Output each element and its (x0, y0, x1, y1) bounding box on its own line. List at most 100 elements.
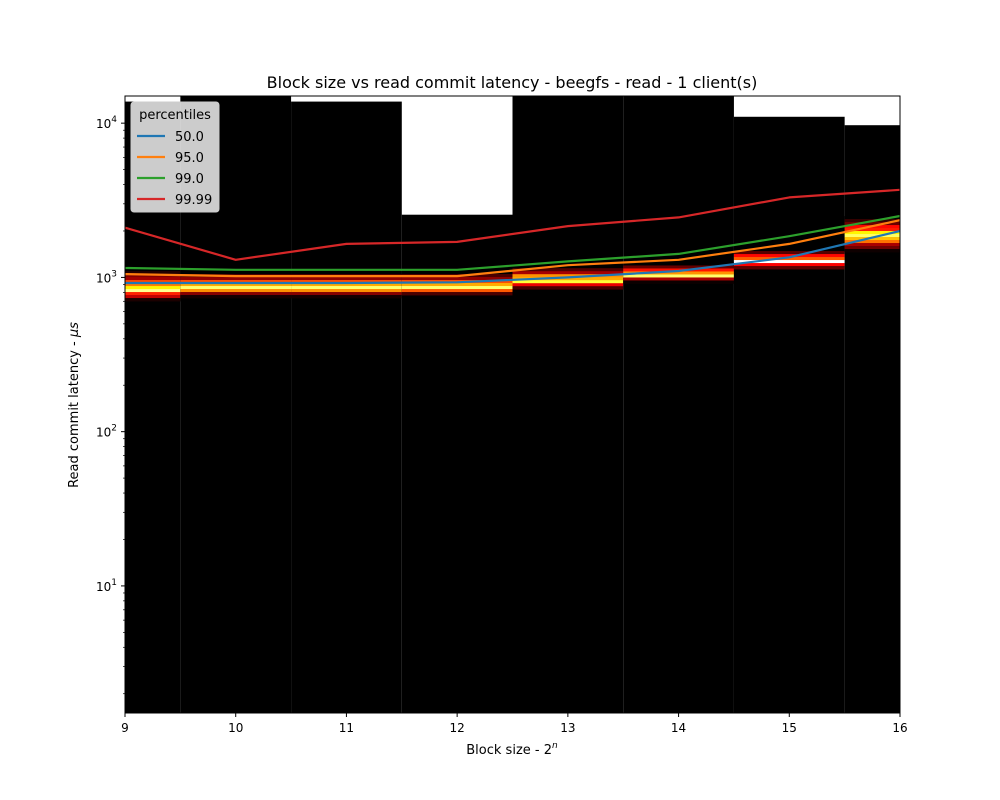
heatmap-band (512, 265, 624, 290)
heatmap-cell (125, 286, 181, 290)
x-tick-label: 12 (450, 721, 465, 735)
heatmap-cell (291, 283, 402, 287)
x-tick-label: 16 (892, 721, 907, 735)
heatmap-cell (401, 292, 513, 296)
heatmap-cell (291, 277, 402, 281)
y-axis-label-text: Read commit latency - (67, 337, 82, 488)
heatmap-cell (733, 248, 845, 252)
heatmap-cell (844, 231, 900, 235)
heatmap-column (512, 96, 624, 713)
heatmap-column (401, 214, 513, 713)
heatmap-cell (623, 277, 734, 281)
heatmap-cell (733, 251, 845, 255)
heatmap-cell (401, 283, 513, 287)
heatmap-layer (125, 96, 900, 714)
heatmap-cell (401, 286, 513, 290)
legend-label: 99.0 (175, 172, 204, 187)
heatmap-column (623, 96, 734, 713)
heatmap-cell (623, 274, 734, 278)
heatmap-cell (401, 271, 513, 275)
heatmap-cell (291, 280, 402, 284)
heatmap-cell (512, 274, 624, 278)
heatmap-cell (844, 240, 900, 244)
heatmap-cell (180, 280, 292, 284)
legend-box (130, 101, 220, 213)
heatmap-cell (125, 280, 181, 284)
heatmap-cell (180, 295, 292, 299)
chart-title: Block size vs read commit latency - beeg… (267, 73, 758, 92)
legend-label: 95.0 (175, 151, 204, 166)
y-axis: 101 102 103 104 (96, 115, 125, 695)
y-axis-label-unit: μs (67, 322, 82, 338)
heatmap-cell (291, 271, 402, 275)
y-tick-label: 101 (96, 578, 117, 594)
heatmap-cell (733, 260, 845, 264)
heatmap-column (291, 101, 402, 714)
heatmap-cell (180, 277, 292, 281)
heatmap-cell (844, 243, 900, 247)
y-tick-label: 102 (96, 424, 117, 440)
heatmap-cell (291, 286, 402, 290)
heatmap-cell (623, 265, 734, 269)
heatmap-cell (180, 292, 292, 296)
x-axis: 9 10 11 12 13 14 15 16 (121, 713, 908, 735)
heatmap-cell (512, 286, 624, 290)
x-axis-label-exponent: n (552, 741, 558, 751)
heatmap-cell (844, 228, 900, 232)
heatmap-cell (125, 295, 181, 299)
heatmap-cell (844, 237, 900, 241)
heatmap-cell (844, 222, 900, 226)
heatmap-cell (512, 268, 624, 272)
heatmap-cell (125, 289, 181, 293)
x-tick-label: 10 (228, 721, 243, 735)
heatmap-cell (180, 283, 292, 287)
series-line-99-0 (124, 214, 901, 271)
heatmap-cell (733, 266, 845, 270)
heatmap-cell (125, 274, 181, 278)
series-line-95-0 (124, 219, 901, 278)
heatmap-band (125, 268, 181, 302)
y-axis-label: Read commit latency - μs (67, 322, 82, 488)
x-tick-label: 11 (339, 721, 354, 735)
heatmap-cell (733, 254, 845, 258)
heatmap-cell (623, 262, 734, 266)
heatmap-cell (623, 271, 734, 275)
heatmap-cell (180, 289, 292, 293)
heatmap-cell (844, 216, 900, 220)
heatmap-cell (733, 257, 845, 261)
x-tick-label: 9 (121, 721, 129, 735)
legend: percentiles 50.0 95.0 99.0 99.99 (130, 101, 220, 213)
heatmap-cell (623, 280, 734, 284)
heatmap-cell (401, 289, 513, 293)
heatmap-cell (291, 295, 402, 299)
x-tick-label: 15 (782, 721, 797, 735)
plot-frame (124, 95, 901, 714)
x-axis-label-text: Block size - 2 (466, 743, 552, 758)
heatmap-cell (180, 271, 292, 275)
heatmap-cell (291, 289, 402, 293)
heatmap-cell (733, 263, 845, 267)
heatmap-cell (512, 280, 624, 284)
heatmap-cell (512, 271, 624, 275)
series-line-99-99 (124, 188, 901, 261)
x-tick-label: 13 (560, 721, 575, 735)
heatmap-cell (844, 249, 900, 253)
x-tick-label: 14 (671, 721, 686, 735)
heatmap-cell (125, 271, 181, 275)
legend-label: 99.99 (175, 193, 212, 208)
x-axis-label: Block size - 2n (466, 741, 558, 758)
heatmap-cell (844, 246, 900, 250)
heatmap-cell (125, 268, 181, 272)
series-layer (124, 188, 901, 285)
heatmap-cell (180, 286, 292, 290)
heatmap-cell (125, 283, 181, 287)
heatmap-cell (844, 234, 900, 238)
heatmap-cell (512, 277, 624, 281)
heatmap-cell (291, 292, 402, 296)
heatmap-column (844, 125, 900, 714)
heatmap-cell (125, 298, 181, 302)
heatmap-cell (512, 283, 624, 287)
heatmap-cell (401, 277, 513, 281)
heatmap-cell (512, 265, 624, 269)
